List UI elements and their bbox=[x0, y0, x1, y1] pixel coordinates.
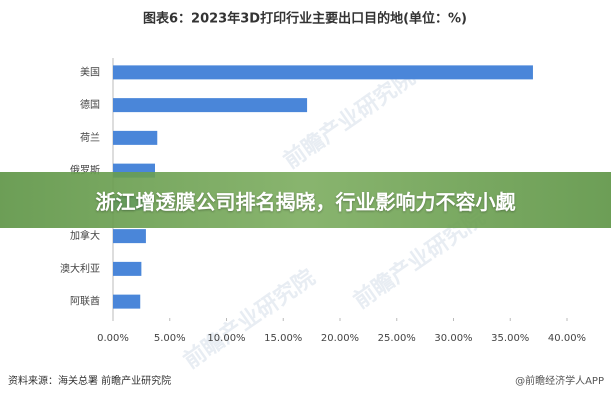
watermark: 前瞻产业研究院 bbox=[179, 264, 320, 374]
bar bbox=[113, 65, 533, 80]
x-tick-label: 20.00% bbox=[321, 333, 359, 344]
x-tick-label: 35.00% bbox=[491, 333, 529, 344]
bar bbox=[113, 98, 308, 113]
watermark: 前瞻产业研究院 bbox=[279, 64, 420, 174]
y-tick-label: 美国 bbox=[80, 65, 100, 78]
bar bbox=[113, 261, 142, 276]
logo: @前瞻经济学人APP bbox=[515, 374, 604, 387]
source: 资料来源：海关总署 前瞻产业研究院 bbox=[8, 374, 171, 387]
x-tick-label: 0.00% bbox=[97, 333, 129, 344]
x-tick-label: 15.00% bbox=[264, 333, 302, 344]
chart-title: 图表6：2023年3D打印行业主要出口目的地(单位：%) bbox=[143, 11, 467, 27]
x-tick-label: 40.00% bbox=[548, 333, 586, 344]
x-tick-label: 10.00% bbox=[207, 333, 245, 344]
y-tick-label: 阿联酋 bbox=[70, 295, 100, 308]
y-tick-label: 荷兰 bbox=[80, 131, 100, 144]
y-tick-label: 德国 bbox=[80, 98, 100, 111]
bar bbox=[113, 229, 146, 244]
y-tick-label: 加拿大 bbox=[70, 229, 100, 242]
banner: 浙江增透膜公司排名揭晓，行业影响力不容小觑 bbox=[0, 172, 611, 228]
x-tick-label: 5.00% bbox=[154, 333, 186, 344]
bar bbox=[113, 294, 141, 309]
bar bbox=[113, 130, 158, 145]
y-tick-label: 澳大利亚 bbox=[60, 262, 100, 275]
x-tick-label: 30.00% bbox=[434, 333, 472, 344]
x-tick-label: 25.00% bbox=[378, 333, 416, 344]
